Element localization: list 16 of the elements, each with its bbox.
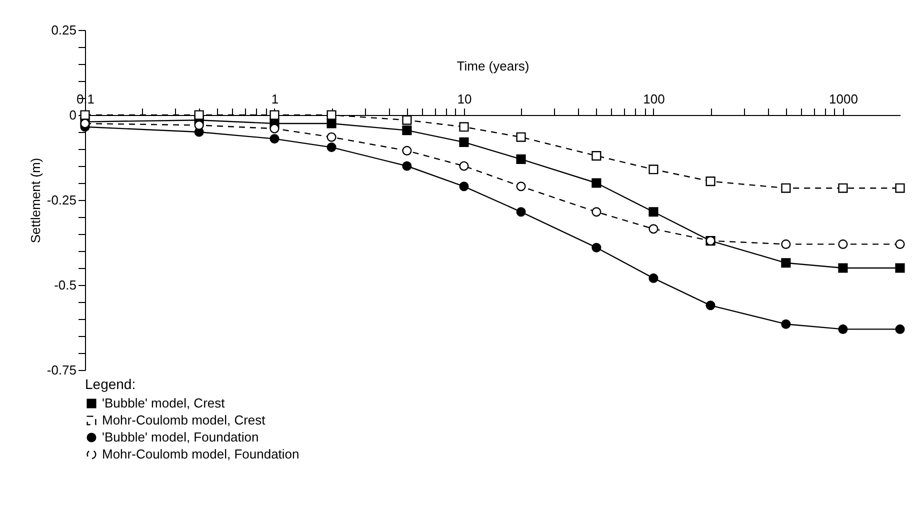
y-tick-label: -0.25 [46, 192, 76, 208]
x-tick-label: 100 [643, 92, 665, 106]
legend-title: Legend: [85, 376, 136, 392]
x-tick-label: 1000 [828, 92, 858, 106]
y-tick-label: -0.5 [54, 278, 76, 292]
legend-label: 'Bubble' model, Crest [102, 396, 226, 410]
y-tick-label: 0.25 [51, 22, 76, 38]
y-axis-title: Settlement (m) [28, 158, 43, 244]
y-tick-label: 0 [69, 108, 76, 122]
legend-label: Mohr-Coulomb model, Foundation [102, 446, 300, 462]
x-tick-label: 10 [457, 92, 472, 106]
x-tick-label: 1 [271, 92, 279, 106]
y-tick-label: -0.75 [46, 362, 76, 378]
legend-label: Mohr-Coulomb model, Crest [102, 412, 266, 428]
legend-label: 'Bubble' model, Foundation [102, 430, 259, 444]
x-axis-title: Time (years) [456, 58, 530, 74]
